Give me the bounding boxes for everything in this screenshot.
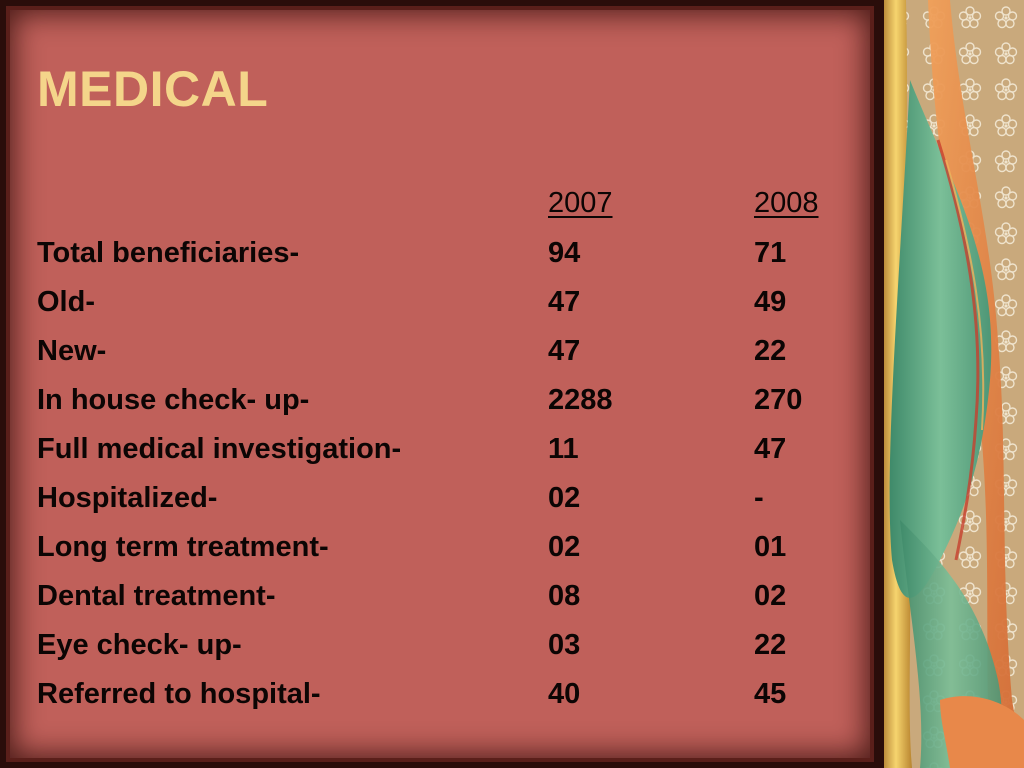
row-label: Total beneficiaries- xyxy=(37,237,300,269)
table-row: Hospitalized- 02 - xyxy=(0,482,880,531)
value-2008: 22 xyxy=(754,629,787,661)
table-row: Full medical investigation- 11 47 xyxy=(0,433,880,482)
value-2007: 02 xyxy=(548,531,581,563)
value-2008: 45 xyxy=(754,678,787,710)
value-2007: 40 xyxy=(548,678,581,710)
value-2008: 22 xyxy=(754,335,787,367)
table-row: Eye check- up- 03 22 xyxy=(0,629,880,678)
row-label: Old- xyxy=(37,286,95,318)
value-2007: 03 xyxy=(548,629,581,661)
slide-title: MEDICAL xyxy=(37,61,269,117)
table-row: In house check- up- 2288 270 xyxy=(0,384,880,433)
decorative-sidebar xyxy=(880,0,1024,768)
value-2007: 47 xyxy=(548,335,581,367)
value-2007: 08 xyxy=(548,580,581,612)
row-label: Referred to hospital- xyxy=(37,678,321,710)
value-2008: 01 xyxy=(754,531,787,563)
row-label: Long term treatment- xyxy=(37,531,329,563)
table-row: Long term treatment- 02 01 xyxy=(0,531,880,580)
value-2007: 2288 xyxy=(548,384,613,416)
value-2008: - xyxy=(754,482,764,514)
value-2008: 270 xyxy=(754,384,803,416)
table-row: Dental treatment- 08 02 xyxy=(0,580,880,629)
row-label: New- xyxy=(37,335,107,367)
table-row: Total beneficiaries- 94 71 xyxy=(0,237,880,286)
value-2007: 02 xyxy=(548,482,581,514)
floral-drape-illustration xyxy=(880,0,1024,768)
row-label: In house check- up- xyxy=(37,384,310,416)
value-2008: 02 xyxy=(754,580,787,612)
value-2007: 47 xyxy=(548,286,581,318)
row-label: Full medical investigation- xyxy=(37,433,402,465)
table-row: Referred to hospital- 40 45 xyxy=(0,678,880,727)
slide-panel: MEDICAL 2007 2008 Total beneficiaries- 9… xyxy=(0,0,880,768)
column-header-2008: 2008 xyxy=(754,187,819,219)
row-label: Eye check- up- xyxy=(37,629,242,661)
row-label: Hospitalized- xyxy=(37,482,218,514)
table-row: New- 47 22 xyxy=(0,335,880,384)
value-2008: 49 xyxy=(754,286,787,318)
value-2007: 11 xyxy=(548,433,579,465)
value-2008: 71 xyxy=(754,237,787,269)
table-row: Old- 47 49 xyxy=(0,286,880,335)
value-2008: 47 xyxy=(754,433,787,465)
column-header-2007: 2007 xyxy=(548,187,613,219)
value-2007: 94 xyxy=(548,237,581,269)
row-label: Dental treatment- xyxy=(37,580,276,612)
